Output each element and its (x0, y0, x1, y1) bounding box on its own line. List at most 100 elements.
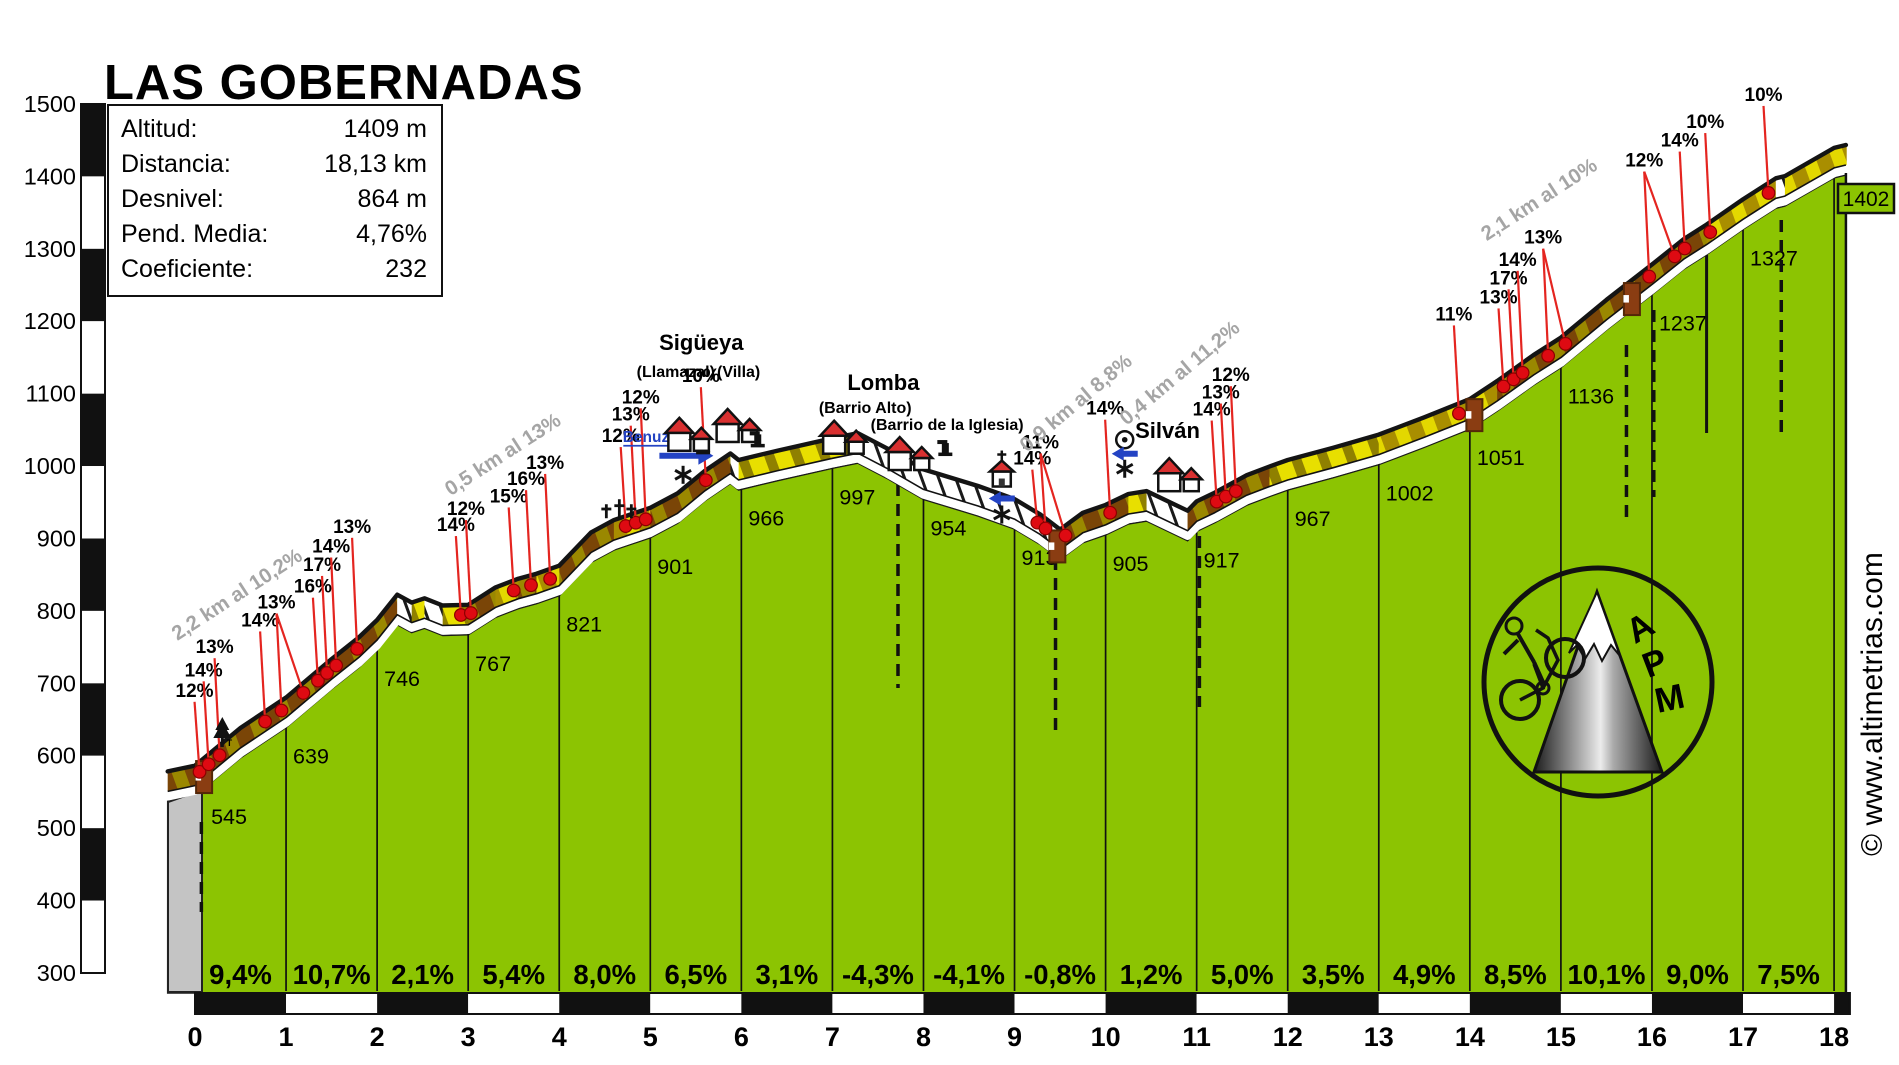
info-label: Distancia: (121, 150, 231, 178)
svg-text:6,5%: 6,5% (664, 959, 727, 990)
svg-text:954: 954 (930, 516, 966, 540)
svg-text:10%: 10% (682, 366, 720, 387)
gradient-callouts: 12%14%13%14%13%16%17%14%13% 14%12%15%16%1… (176, 85, 1783, 779)
svg-text:400: 400 (37, 888, 76, 914)
svg-text:11%: 11% (1022, 432, 1059, 453)
svg-text:16%: 16% (507, 469, 545, 490)
info-label: Altitud: (121, 115, 198, 143)
svg-text:5,0%: 5,0% (1211, 959, 1274, 990)
info-row-distancia: Distancia: 18,13 km (121, 147, 427, 182)
svg-text:10%: 10% (1686, 112, 1724, 133)
svg-text:16: 16 (1637, 1022, 1667, 1052)
svg-text:13%: 13% (333, 517, 371, 538)
left-arrow-icon (988, 491, 1015, 506)
svg-text:300: 300 (37, 960, 76, 986)
svg-text:1402: 1402 (1843, 188, 1890, 211)
svg-text:1237: 1237 (1659, 311, 1707, 335)
info-value: 4,76% (356, 220, 427, 248)
svg-text:15: 15 (1546, 1022, 1576, 1052)
svg-text:1100: 1100 (25, 381, 76, 407)
star-icon (993, 505, 1011, 524)
left-arrow-icon (1111, 446, 1138, 461)
svg-text:1136: 1136 (1568, 385, 1614, 409)
svg-text:13%: 13% (257, 593, 295, 614)
svg-text:1002: 1002 (1386, 482, 1434, 506)
fountain-icon (937, 440, 953, 457)
svg-text:600: 600 (37, 743, 76, 769)
svg-text:2: 2 (370, 1022, 385, 1052)
svg-text:14%: 14% (185, 660, 223, 681)
svg-text:14%: 14% (1661, 131, 1699, 152)
svg-text:8,0%: 8,0% (573, 959, 636, 990)
info-row-desnivel: Desnivel: 864 m (121, 182, 427, 217)
village-houses-icon (710, 407, 764, 444)
svg-text:11: 11 (1182, 1022, 1211, 1052)
svg-text:-0,8%: -0,8% (1024, 959, 1096, 990)
svg-text:9,0%: 9,0% (1666, 959, 1729, 990)
svg-text:9: 9 (1007, 1022, 1022, 1052)
fountain-icon (749, 431, 765, 448)
svg-text:T: T (227, 738, 233, 748)
svg-text:13%: 13% (1480, 287, 1518, 308)
star-icon (674, 465, 692, 484)
y-axis: 1500 1400 1300 1200 1100 1000 900 800 700 600 500 4… (24, 91, 106, 986)
svg-text:-4,3%: -4,3% (842, 959, 914, 990)
info-row-pend-media: Pend. Media: 4,76% (121, 217, 427, 252)
svg-text:8: 8 (916, 1022, 931, 1052)
svg-text:4,9%: 4,9% (1393, 959, 1456, 990)
tree-icon: T (213, 716, 233, 748)
svg-text:0: 0 (187, 1022, 202, 1052)
svg-text:967: 967 (1295, 507, 1331, 531)
cemetery-crosses-icon (601, 499, 637, 519)
svg-text:1300: 1300 (24, 236, 76, 262)
info-label: Coeficiente: (121, 255, 254, 283)
svg-text:8,5%: 8,5% (1484, 959, 1547, 990)
village-houses-icon (817, 418, 870, 455)
svg-text:© www.altimetrias.com: © www.altimetrias.com (1856, 552, 1889, 856)
info-row-coeficiente: Coeficiente: 232 (121, 252, 427, 287)
info-value: 1409 m (343, 115, 427, 143)
svg-text:13%: 13% (526, 453, 564, 474)
svg-text:4: 4 (552, 1022, 567, 1052)
svg-text:5: 5 (643, 1022, 658, 1052)
svg-text:12%: 12% (447, 499, 485, 520)
svg-text:12%: 12% (1212, 365, 1250, 386)
svg-text:3: 3 (461, 1022, 476, 1052)
svg-text:1,2%: 1,2% (1120, 959, 1183, 990)
cyclist-icon (1499, 616, 1586, 721)
svg-text:821: 821 (566, 613, 602, 637)
svg-text:Lomba: Lomba (847, 370, 920, 395)
svg-text:15%: 15% (490, 486, 528, 507)
svg-text:10: 10 (1091, 1022, 1121, 1052)
svg-text:900: 900 (37, 525, 76, 551)
svg-text:6: 6 (734, 1022, 749, 1052)
svg-text:14%: 14% (1086, 399, 1124, 420)
svg-text:11%: 11% (1435, 304, 1472, 325)
page-title: LAS GOBERNADAS (104, 55, 584, 110)
svg-text:639: 639 (293, 745, 329, 769)
info-value: 18,13 km (324, 150, 427, 178)
svg-text:2,1%: 2,1% (391, 959, 454, 990)
svg-text:905: 905 (1113, 552, 1149, 576)
village-houses-icon (882, 435, 936, 472)
svg-text:(Villa): (Villa) (717, 364, 760, 381)
svg-text:18: 18 (1819, 1022, 1849, 1052)
svg-text:14%: 14% (312, 537, 350, 558)
svg-text:12%: 12% (176, 681, 214, 702)
svg-text:1051: 1051 (1477, 446, 1525, 470)
svg-text:500: 500 (37, 815, 76, 841)
apm-logo: APM (1481, 565, 1715, 799)
svg-text:12: 12 (1273, 1022, 1303, 1052)
svg-text:-4,1%: -4,1% (933, 959, 1005, 990)
svg-text:1327: 1327 (1750, 246, 1798, 270)
svg-text:3,1%: 3,1% (756, 959, 819, 990)
svg-text:1000: 1000 (24, 453, 76, 479)
svg-text:901: 901 (657, 555, 693, 579)
svg-text:12%: 12% (1625, 151, 1663, 172)
svg-text:9,4%: 9,4% (209, 959, 272, 990)
svg-text:(Barrio de la Iglesia): (Barrio de la Iglesia) (871, 417, 1024, 434)
svg-text:Silván: Silván (1135, 418, 1200, 443)
svg-text:7,5%: 7,5% (1757, 959, 1820, 990)
